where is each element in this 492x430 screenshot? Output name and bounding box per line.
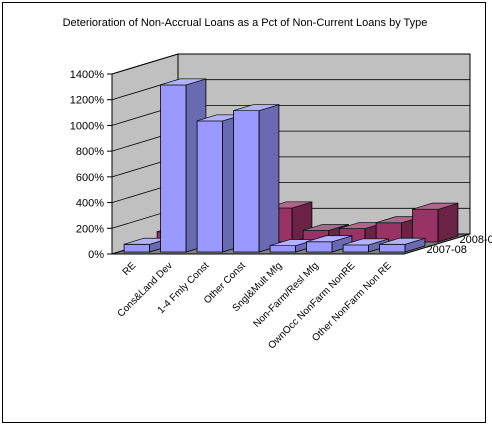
y-tick-label: 1400% bbox=[70, 69, 104, 81]
bar-front-face bbox=[269, 245, 297, 253]
bar-top-highlight bbox=[339, 222, 385, 229]
bar-top-highlight bbox=[124, 238, 170, 245]
bar-front-face bbox=[306, 241, 333, 253]
series-label: 2008-09 bbox=[460, 234, 492, 246]
y-tick-label: 1000% bbox=[70, 120, 104, 132]
bar-0-7 bbox=[379, 237, 426, 253]
bar-top-face bbox=[302, 223, 349, 231]
chart-bars bbox=[123, 78, 459, 253]
bar-top-face bbox=[379, 237, 426, 245]
bar-top-highlight bbox=[197, 114, 243, 121]
bar-top-highlight bbox=[343, 238, 389, 245]
bar-top-highlight bbox=[270, 239, 316, 246]
bar-0-3 bbox=[233, 104, 280, 253]
bar-top-face bbox=[342, 238, 389, 246]
bar-top-highlight bbox=[376, 216, 422, 223]
bar-top-face bbox=[412, 202, 459, 210]
bar-front-face bbox=[160, 84, 187, 253]
y-tick-label: 600% bbox=[76, 172, 104, 184]
bar-top-highlight bbox=[233, 104, 279, 111]
bar-side-shade bbox=[368, 238, 389, 252]
bar-front-face bbox=[123, 243, 151, 253]
bar-front-face bbox=[233, 110, 260, 253]
gridline bbox=[111, 53, 470, 75]
bar-top-highlight bbox=[379, 238, 425, 245]
bar-0-5 bbox=[306, 235, 353, 253]
bar-side-shade bbox=[438, 203, 458, 242]
bar-side-shade bbox=[259, 104, 279, 252]
bar-top-face bbox=[160, 78, 207, 86]
bar-side-shade bbox=[405, 238, 425, 252]
y-tick-label: 0% bbox=[88, 249, 104, 261]
bar-1-7 bbox=[412, 202, 459, 243]
bar-top-highlight bbox=[160, 78, 206, 85]
bar-side-shade bbox=[332, 235, 352, 252]
bar-top-highlight bbox=[306, 235, 352, 242]
chart-title: Deterioration of Non-Accrual Loans as a … bbox=[63, 17, 428, 29]
bar-top-face bbox=[306, 235, 353, 243]
y-axis-ticks: 0% 200% 400% 600% 800% 1000% 1200% 1400% bbox=[70, 69, 112, 261]
bar-front-face bbox=[379, 243, 406, 253]
bar-front-face bbox=[342, 244, 370, 253]
x-tick-label: Non-Farm/Resl Mfg bbox=[251, 260, 320, 329]
y-tick-label: 200% bbox=[76, 223, 104, 235]
bar-front-face bbox=[412, 208, 439, 243]
bar-top-highlight bbox=[303, 224, 349, 231]
x-tick-label: RE bbox=[121, 260, 139, 278]
y-tick-label: 400% bbox=[76, 198, 104, 210]
bar-top-face bbox=[233, 104, 280, 111]
series-label: 2007-08 bbox=[427, 244, 467, 256]
y-tick-label: 800% bbox=[76, 146, 104, 158]
bar-top-highlight bbox=[412, 203, 458, 210]
y-tick-label: 1200% bbox=[70, 95, 104, 107]
bar-front-face bbox=[196, 120, 224, 253]
chart-border bbox=[2, 2, 486, 423]
